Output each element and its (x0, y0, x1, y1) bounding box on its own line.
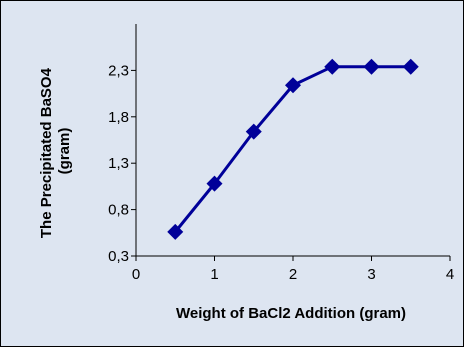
y-tick-label: 0,3 (108, 248, 129, 265)
y-axis-title: The Precipitated BaSO4 (gram) (38, 64, 73, 238)
x-tick-label: 4 (446, 266, 454, 283)
data-point-marker (363, 58, 380, 75)
y-tick-label: 2,3 (108, 62, 129, 79)
x-axis-title: Weight of BaCl2 Addition (gram) (176, 305, 406, 322)
data-point-marker (285, 77, 301, 94)
series (167, 58, 419, 240)
data-point-marker (206, 175, 223, 192)
y-axis-title-line-2: (gram) (56, 128, 73, 175)
data-point-marker (245, 123, 262, 140)
x-tick-label: 2 (289, 266, 297, 283)
y-tick-label: 0,8 (108, 202, 129, 219)
y-axis-title-line-1: The Precipitated BaSO4 (38, 67, 55, 238)
y-tick-label: 1,8 (108, 109, 129, 126)
x-tick-label: 0 (132, 266, 140, 283)
x-tick-label: 1 (210, 266, 218, 283)
data-point-marker (324, 58, 341, 75)
x-tick-label: 3 (367, 266, 375, 283)
data-point-marker (402, 58, 419, 75)
y-tick-label: 1,3 (108, 155, 129, 172)
data-point-marker (167, 223, 184, 240)
ticks: 0,3 0,8 1,3 1,8 2,3 0 1 2 3 4 (108, 62, 454, 283)
